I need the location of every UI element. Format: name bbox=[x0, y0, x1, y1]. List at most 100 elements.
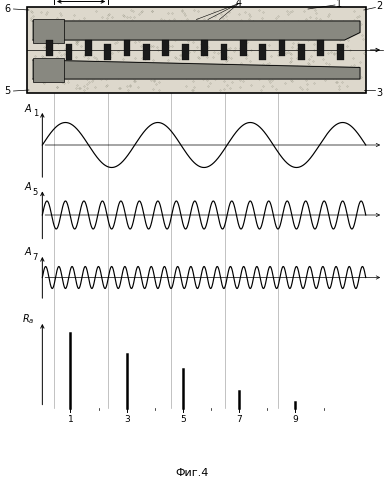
Point bbox=[85, 23, 91, 31]
Point bbox=[84, 80, 90, 88]
Point bbox=[86, 58, 92, 66]
Point bbox=[309, 27, 315, 35]
Point bbox=[80, 52, 87, 60]
Point bbox=[66, 52, 72, 60]
Point bbox=[79, 60, 85, 68]
Point bbox=[258, 54, 264, 62]
Point bbox=[287, 26, 293, 34]
Bar bbox=[27, 8, 366, 92]
Point bbox=[175, 67, 181, 75]
Point bbox=[28, 16, 34, 24]
Text: 3: 3 bbox=[376, 88, 382, 98]
Point bbox=[139, 54, 145, 62]
Point bbox=[77, 22, 84, 30]
Point bbox=[294, 54, 300, 62]
Point bbox=[348, 62, 354, 70]
Point bbox=[104, 80, 110, 88]
Point bbox=[156, 86, 162, 94]
Point bbox=[355, 63, 361, 71]
Point bbox=[54, 83, 60, 91]
Point bbox=[198, 48, 204, 56]
Point bbox=[147, 17, 153, 25]
Point bbox=[306, 14, 313, 22]
Point bbox=[345, 82, 351, 90]
Point bbox=[250, 17, 256, 25]
Text: A: A bbox=[24, 182, 31, 192]
Point bbox=[216, 62, 223, 70]
Point bbox=[351, 60, 357, 68]
Point bbox=[137, 42, 144, 50]
Text: 1: 1 bbox=[336, 0, 342, 9]
Point bbox=[261, 67, 267, 75]
Point bbox=[62, 28, 68, 36]
Bar bbox=[162, 40, 169, 56]
Point bbox=[313, 10, 319, 18]
Point bbox=[43, 10, 49, 18]
Point bbox=[286, 8, 293, 16]
Point bbox=[103, 82, 109, 90]
Point bbox=[289, 77, 295, 85]
Point bbox=[325, 49, 331, 57]
Point bbox=[107, 53, 113, 61]
Point bbox=[285, 7, 291, 15]
Point bbox=[324, 66, 330, 74]
Point bbox=[267, 78, 273, 86]
Point bbox=[63, 74, 69, 82]
Point bbox=[104, 30, 110, 38]
Point bbox=[243, 34, 249, 42]
Point bbox=[339, 78, 345, 86]
Point bbox=[182, 11, 188, 19]
Point bbox=[331, 50, 337, 58]
Point bbox=[44, 17, 50, 25]
Point bbox=[357, 58, 363, 66]
Point bbox=[176, 60, 182, 68]
Point bbox=[65, 70, 71, 78]
Point bbox=[150, 42, 156, 50]
Point bbox=[77, 20, 84, 28]
Point bbox=[319, 73, 325, 81]
Point bbox=[260, 60, 266, 68]
Point bbox=[67, 60, 73, 68]
Point bbox=[259, 14, 265, 22]
Point bbox=[131, 12, 137, 20]
Point bbox=[179, 6, 186, 14]
Point bbox=[107, 72, 113, 80]
Point bbox=[311, 22, 317, 30]
Point bbox=[151, 21, 157, 29]
Point bbox=[115, 47, 121, 55]
Point bbox=[254, 22, 261, 30]
Point bbox=[198, 72, 204, 80]
Point bbox=[227, 44, 233, 52]
Point bbox=[169, 42, 175, 50]
Point bbox=[70, 16, 76, 24]
Polygon shape bbox=[33, 21, 360, 40]
Point bbox=[313, 14, 320, 22]
Point bbox=[212, 68, 218, 76]
Point bbox=[226, 32, 232, 40]
Point bbox=[358, 20, 364, 28]
Point bbox=[40, 54, 47, 62]
Point bbox=[266, 58, 272, 66]
Point bbox=[178, 51, 184, 59]
Point bbox=[54, 14, 60, 22]
Point bbox=[98, 75, 104, 83]
Point bbox=[75, 26, 81, 34]
Point bbox=[147, 26, 153, 34]
Point bbox=[179, 18, 186, 25]
Point bbox=[102, 24, 108, 32]
Point bbox=[140, 70, 146, 78]
Point bbox=[340, 68, 346, 76]
Point bbox=[213, 76, 219, 84]
Point bbox=[44, 8, 50, 16]
Point bbox=[241, 28, 247, 36]
Bar bbox=[240, 40, 247, 56]
Point bbox=[45, 43, 52, 51]
Point bbox=[80, 26, 86, 34]
Point bbox=[193, 26, 199, 34]
Point bbox=[162, 40, 169, 48]
Point bbox=[73, 39, 79, 47]
Point bbox=[326, 10, 332, 18]
Point bbox=[244, 63, 251, 71]
Point bbox=[263, 64, 270, 72]
Point bbox=[262, 18, 268, 26]
